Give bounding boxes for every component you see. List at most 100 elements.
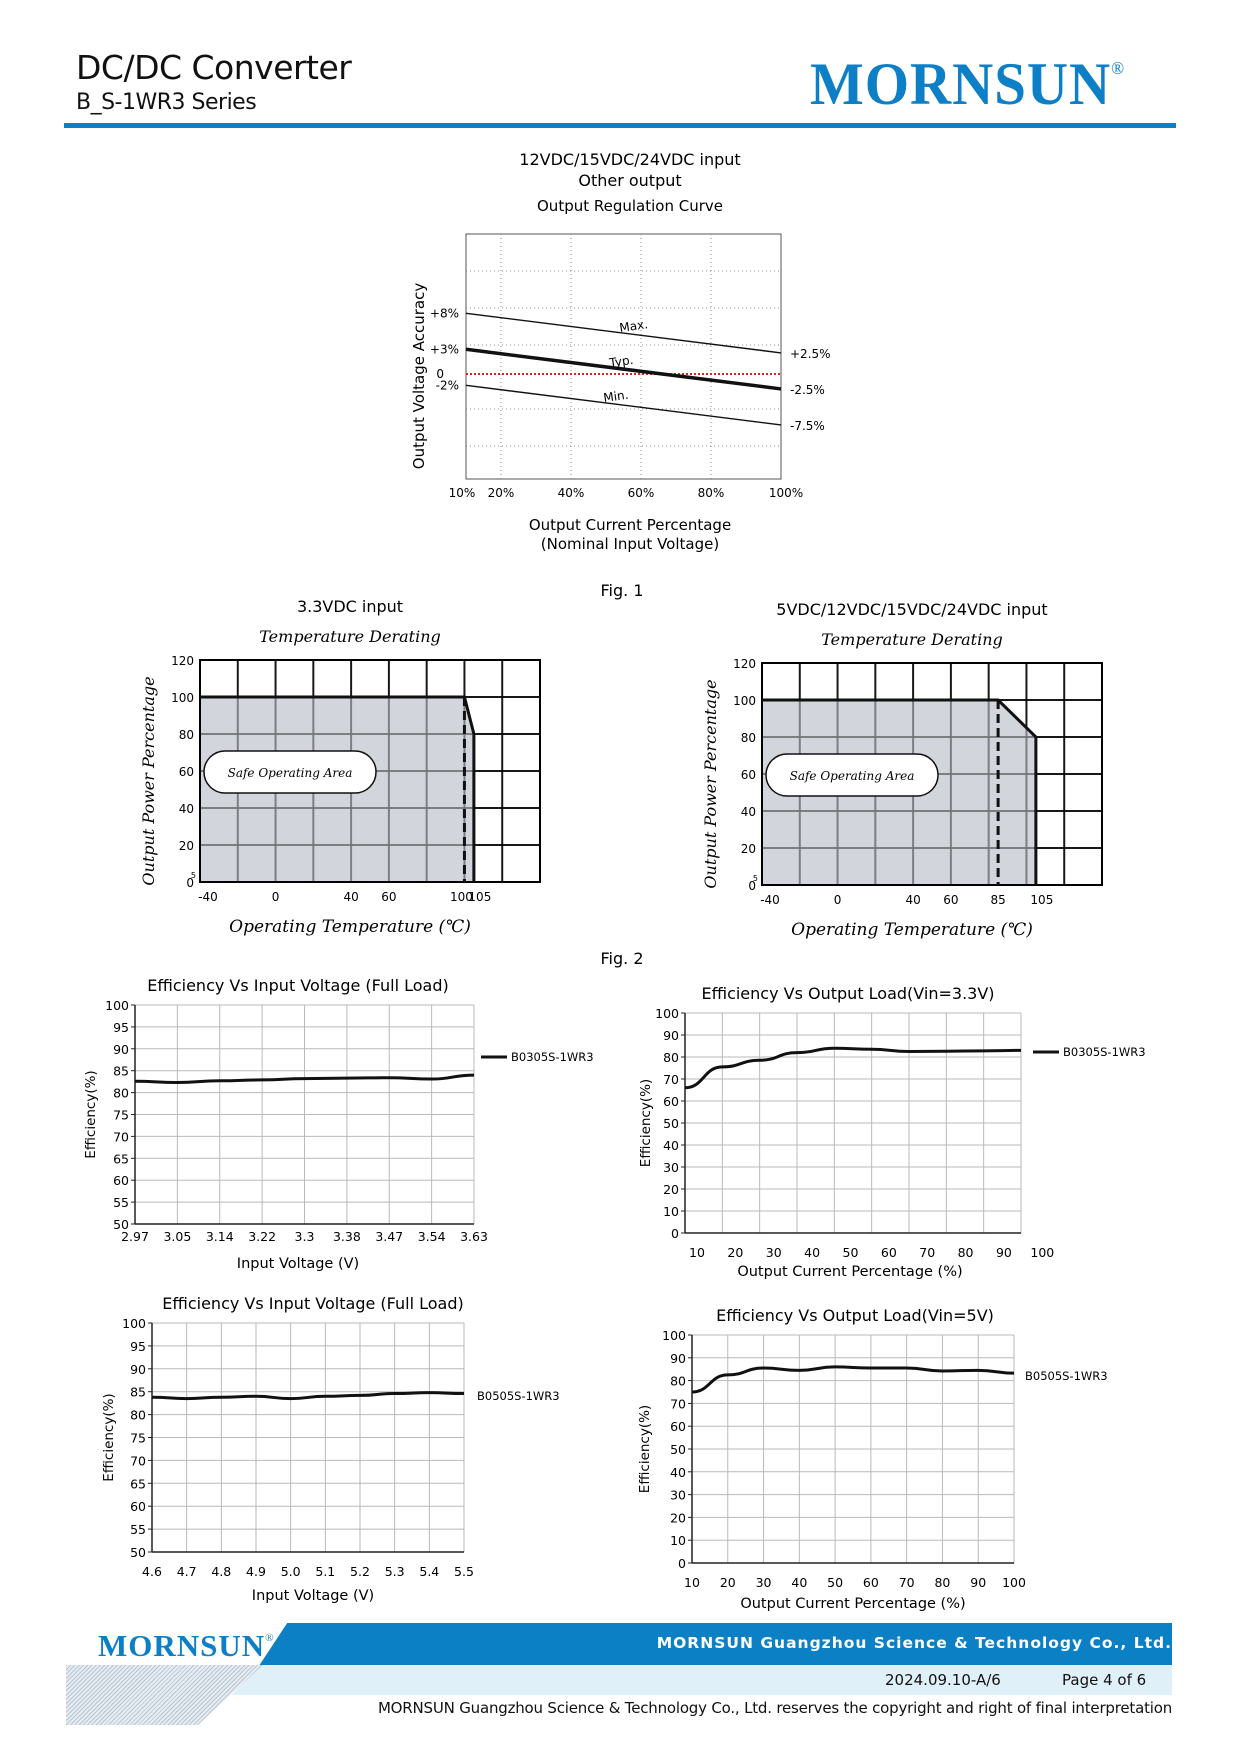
y-tick-label: 0 — [671, 1226, 679, 1241]
y-axis-label: Efficiency(%) — [638, 1079, 654, 1167]
y-tick-label: 80 — [670, 1374, 686, 1389]
y-tick-label: 95 — [113, 1020, 129, 1035]
plot-border — [761, 662, 1103, 886]
y-tick-label: 100 — [662, 1328, 686, 1343]
x-tick-label: 50 — [843, 1245, 859, 1260]
x-axis-label: Output Current Percentage (%) — [740, 1596, 965, 1612]
y-tick-label: 55 — [130, 1522, 146, 1537]
y-axis-label: Efficiency(%) — [83, 1070, 99, 1158]
x-tick-label: 4.9 — [246, 1564, 266, 1579]
series-name: B_S-1WR3 Series — [76, 90, 257, 115]
y-minor-label: 5 — [191, 871, 196, 880]
x-tick-label: 3.3 — [295, 1229, 315, 1244]
y-tick-label: 80 — [130, 1408, 146, 1423]
x-ticks: 10% 20% 40% 60% 80% 100% — [449, 486, 803, 500]
start-value-label: +8% — [430, 306, 459, 320]
footer-logo: MORNSUN® — [98, 1628, 275, 1664]
y-tick-label: 120 — [733, 657, 756, 671]
x-tick-label: 100% — [769, 486, 803, 500]
y-axis-label: Output Power Percentage — [139, 676, 158, 885]
chart-title: Temperature Derating — [821, 630, 1002, 649]
grid — [466, 234, 781, 479]
x-tick-label: 80 — [934, 1575, 950, 1590]
y-tick-label: 65 — [113, 1151, 129, 1166]
derating-curve — [200, 695, 476, 882]
x-tick-label: 3.54 — [418, 1229, 446, 1244]
y-minor-label: 5 — [753, 874, 758, 883]
x-tick-label: 60 — [381, 890, 396, 904]
series-line-min — [465, 384, 782, 426]
y-axis-label: Efficiency(%) — [101, 1393, 117, 1481]
chart-title: Output Regulation Curve — [537, 197, 723, 215]
end-value-label: +2.5% — [790, 347, 831, 361]
x-tick-label: 2.97 — [121, 1229, 149, 1244]
x-tick-label: 40 — [343, 890, 358, 904]
x-tick-label: 20 — [720, 1575, 736, 1590]
y-tick-label: 40 — [663, 1138, 679, 1153]
x-tick-label: 5.1 — [315, 1564, 335, 1579]
registered-mark: ® — [1111, 58, 1126, 78]
x-axis-label: Output Current Percentage (%) — [737, 1264, 962, 1280]
y-tick-label: 0 — [678, 1556, 686, 1571]
chart-title: Temperature Derating — [259, 627, 440, 646]
regulation-chart: 12VDC/15VDC/24VDC input Other output Out… — [410, 150, 831, 553]
y-tick-label: 90 — [130, 1362, 146, 1377]
y-tick-label: 55 — [113, 1195, 129, 1210]
y-tick-label: 20 — [741, 842, 756, 856]
x-tick-label: 30 — [756, 1575, 772, 1590]
series-line — [691, 1365, 1015, 1394]
x-axis-label: Input Voltage (V) — [252, 1588, 374, 1604]
y-axis-label: Output Power Percentage — [701, 679, 720, 888]
y-tick-label: 100 — [733, 694, 756, 708]
chart-heading: 5VDC/12VDC/15VDC/24VDC input — [776, 600, 1047, 619]
footer-band-light — [231, 1665, 1172, 1695]
y-tick-label: 85 — [113, 1064, 129, 1079]
start-value-label: +3% — [430, 342, 459, 356]
y-tick-label: 40 — [741, 805, 756, 819]
x-tick-label: 20% — [488, 486, 515, 500]
y-tick-label: 90 — [670, 1351, 686, 1366]
x-tick-label: 60 — [863, 1575, 879, 1590]
x-tick-label: 60 — [881, 1245, 897, 1260]
chart-title: Efficiency Vs Input Voltage (Full Load) — [162, 1294, 463, 1313]
y-tick-label: 0 — [748, 879, 756, 893]
y-tick-label: 70 — [130, 1453, 146, 1468]
derating-chart-5v: 5VDC/12VDC/15VDC/24VDC input Temperature … — [701, 600, 1103, 940]
figure-label: Fig. 1 — [601, 581, 644, 600]
series-line — [134, 1073, 475, 1085]
safe-area-bubble — [765, 753, 939, 797]
x-tick-label: 10 — [684, 1575, 700, 1590]
efficiency-vs-input-5v: Efficiency Vs Input Voltage (Full Load) 1… — [101, 1294, 560, 1604]
y-tick-label: 75 — [113, 1108, 129, 1123]
header-divider — [64, 123, 1176, 128]
chart-heading-2: Other output — [578, 171, 681, 190]
footer-company: MORNSUN Guangzhou Science & Technology C… — [656, 1634, 1172, 1652]
derating-chart-3v3: 3.3VDC input Temperature Derating Safe Ope… — [139, 597, 541, 937]
chart-title: Efficiency Vs Output Load(Vin=3.3V) — [701, 984, 994, 1003]
series-line-max — [465, 312, 782, 354]
y-zero-label: 0 — [436, 367, 444, 381]
x-tick-label: 90 — [996, 1245, 1012, 1260]
y-tick-label: 60 — [663, 1094, 679, 1109]
y-tick-label: 50 — [663, 1116, 679, 1131]
x-tick-label: 60 — [943, 893, 958, 907]
series-line-typ — [465, 347, 782, 391]
y-axis-label: Efficiency(%) — [637, 1405, 653, 1493]
x-tick-label: 60% — [628, 486, 655, 500]
y-tick-label: 60 — [741, 768, 756, 782]
x-tick-label: 4.8 — [211, 1564, 231, 1579]
y-tick-label: 70 — [670, 1396, 686, 1411]
y-axis-label: Output Voltage Accuracy — [410, 283, 428, 470]
legend-label: B0305S-1WR3 — [511, 1050, 594, 1064]
x-tick-label: 40 — [905, 893, 920, 907]
y-tick-label: 95 — [130, 1339, 146, 1354]
charts-canvas: 12VDC/15VDC/24VDC input Other output Out… — [83, 150, 1146, 1612]
chart-heading: 3.3VDC input — [297, 597, 403, 616]
x-tick-label: -40 — [760, 893, 780, 907]
y-tick-label: 50 — [113, 1217, 129, 1232]
x-tick-label: 4.6 — [142, 1564, 162, 1579]
y-tick-label: 50 — [670, 1442, 686, 1457]
efficiency-vs-input-3v3: Efficiency Vs Input Voltage (Full Load) 1… — [83, 976, 594, 1272]
x-tick-label: 105 — [468, 890, 491, 904]
footer-logo-text: MORNSUN — [98, 1628, 266, 1663]
